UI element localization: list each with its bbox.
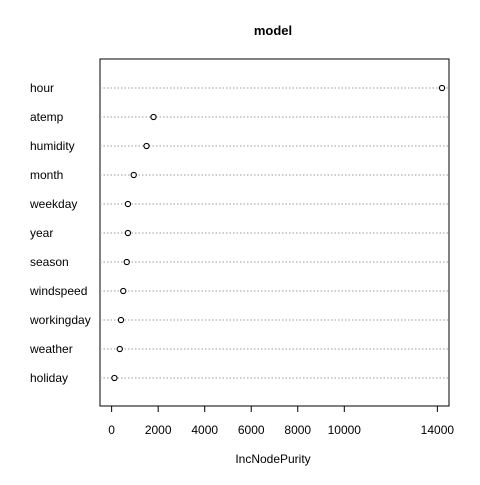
x-tick-label-14000: 14000 [421, 423, 455, 437]
x-axis: 0 2000 4000 6000 8000 10000 14000 [108, 405, 455, 437]
row-label-hour: hour [30, 81, 54, 95]
row-label-weather: weather [29, 342, 73, 356]
x-tick-label-6000: 6000 [238, 423, 265, 437]
point-windspeed [120, 287, 127, 295]
point-atemp [150, 113, 157, 121]
point-hour [438, 84, 446, 92]
plot-frame [99, 58, 450, 407]
chart-title: model [254, 23, 292, 38]
point-workingday [117, 316, 125, 324]
row-label-weekday: weekday [29, 197, 77, 211]
point-month [130, 171, 137, 179]
x-tick-label-8000: 8000 [284, 423, 311, 437]
x-tick-label-0: 0 [108, 423, 115, 437]
x-tick-label-4000: 4000 [191, 423, 218, 437]
point-weather [116, 345, 123, 353]
x-tick-label-10000: 10000 [328, 423, 362, 437]
x-tick-label-2000: 2000 [145, 423, 172, 437]
row-label-atemp: atemp [30, 110, 64, 124]
row-label-year: year [30, 226, 53, 240]
point-humidity [143, 142, 150, 150]
point-holiday [111, 374, 118, 382]
row-label-workingday: workingday [29, 313, 91, 327]
row-label-humidity: humidity [30, 139, 75, 153]
point-season [123, 258, 130, 266]
row-label-windspeed: windspeed [29, 284, 87, 298]
x-axis-label: IncNodePurity [235, 452, 310, 466]
row-label-holiday: holiday [30, 371, 68, 385]
row-label-month: month [30, 168, 63, 182]
row-label-season: season [30, 255, 69, 269]
rows-group: hour atemp humidity month weekday year season w… [29, 81, 449, 385]
point-weekday [124, 200, 132, 208]
point-year [124, 229, 132, 237]
